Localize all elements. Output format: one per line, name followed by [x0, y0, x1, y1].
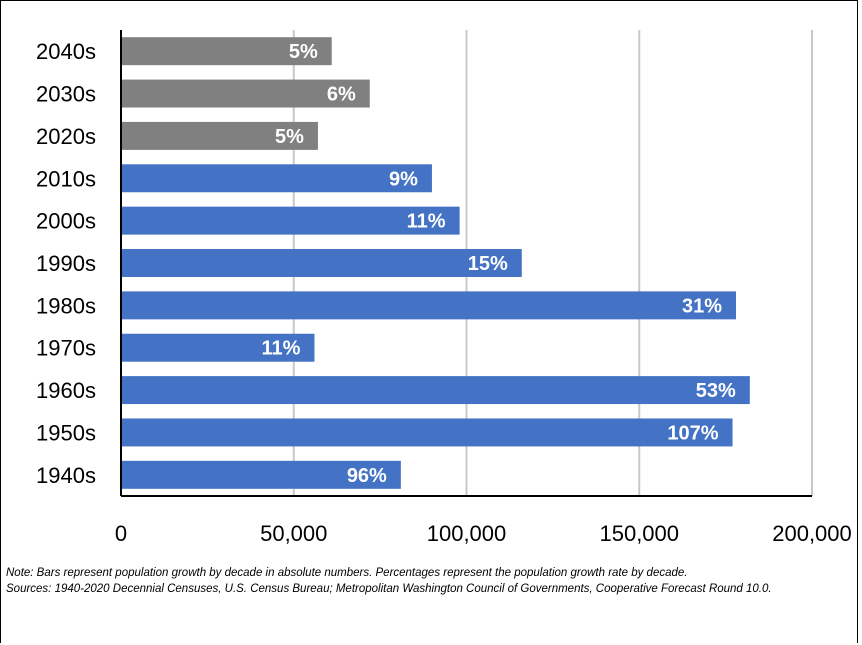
category-label: 1940s — [36, 463, 96, 488]
category-labels: 1940s 1950s 1960s 1970s 1980s 1990s 2000s 2010s… — [36, 39, 96, 488]
x-tick-label: 200,000 — [772, 521, 852, 546]
note-text: Note: Bars represent population growth b… — [6, 567, 688, 579]
data-label: 6% — [327, 84, 356, 106]
category-label: 1980s — [36, 293, 96, 318]
data-labels: 96% 107% 53% 11% 31% 15% 11% 9% 5% 6% 5% — [262, 41, 736, 487]
data-label: 5% — [289, 41, 318, 63]
x-tick-label: 150,000 — [599, 521, 679, 546]
category-label: 1950s — [36, 420, 96, 445]
category-label: 2040s — [36, 39, 96, 64]
x-tick-label: 0 — [115, 521, 127, 546]
data-label: 11% — [407, 211, 446, 233]
category-label: 1970s — [36, 336, 96, 361]
bar — [121, 249, 522, 277]
data-label: 5% — [275, 126, 304, 148]
bar — [121, 121, 318, 150]
data-label: 53% — [696, 380, 736, 402]
category-label: 2020s — [36, 124, 96, 149]
bar — [121, 164, 432, 193]
bar — [121, 206, 460, 235]
bar — [121, 37, 332, 66]
data-label: 31% — [682, 295, 722, 317]
bars — [121, 37, 750, 489]
x-tick-label: 100,000 — [427, 521, 507, 546]
sources-text: Sources: 1940-2020 Decennial Censuses, U… — [6, 583, 772, 595]
category-label: 2000s — [36, 209, 96, 234]
data-label: 96% — [347, 465, 387, 487]
data-label: 11% — [262, 338, 301, 360]
bar — [121, 418, 733, 447]
bar — [121, 376, 750, 405]
bar-chart: 1940s 1950s 1960s 1970s 1980s 1990s 2000s 2010s… — [36, 30, 852, 546]
category-label: 1960s — [36, 378, 96, 403]
bar — [121, 291, 736, 320]
category-label: 1990s — [36, 251, 96, 276]
data-label: 15% — [468, 253, 508, 275]
tick-labels: 0 50,000 100,000 150,000 200,000 — [115, 521, 852, 546]
bar — [121, 460, 401, 489]
category-label: 2030s — [36, 82, 96, 107]
category-label: 2010s — [36, 166, 96, 191]
data-label: 9% — [389, 168, 418, 190]
bar — [121, 79, 370, 108]
axes — [120, 30, 812, 497]
x-tick-label: 50,000 — [260, 521, 327, 546]
data-label: 107% — [667, 422, 718, 444]
chart-notes: Note: Bars represent population growth b… — [6, 565, 851, 597]
bar — [121, 333, 315, 362]
